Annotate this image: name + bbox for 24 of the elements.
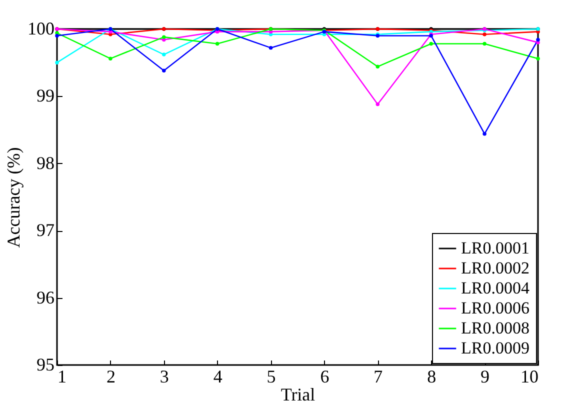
legend-label: LR0.0009 [461,338,530,358]
x-axis-title: Trial [280,384,316,404]
legend-label: LR0.0001 [461,238,530,258]
y-axis-title: Accuracy (%) [4,147,24,248]
y-tick-label: 96 [36,287,54,308]
x-tick-label: 5 [266,366,276,386]
x-tick-label: 7 [374,366,383,386]
legend-label: LR0.0008 [461,318,530,338]
x-tick-label: 8 [427,366,436,386]
x-tick-label: 10 [520,366,538,386]
y-tick-label: 97 [36,220,54,240]
x-tick-label: 6 [320,366,330,386]
legend-label: LR0.0004 [461,278,530,298]
legend-label: LR0.0002 [461,258,530,278]
x-tick-label: 3 [160,366,169,386]
x-tick-label: 1 [58,366,66,386]
x-tick-label: 4 [213,366,222,386]
y-tick-label: 99 [36,86,54,106]
y-tick-label: 98 [36,152,54,173]
y-tick-label: 100 [28,18,54,38]
y-tick-label: 95 [36,354,54,374]
x-tick-label: 9 [480,366,490,386]
legend-label: LR0.0006 [461,298,530,318]
x-tick-label: 2 [106,366,116,386]
